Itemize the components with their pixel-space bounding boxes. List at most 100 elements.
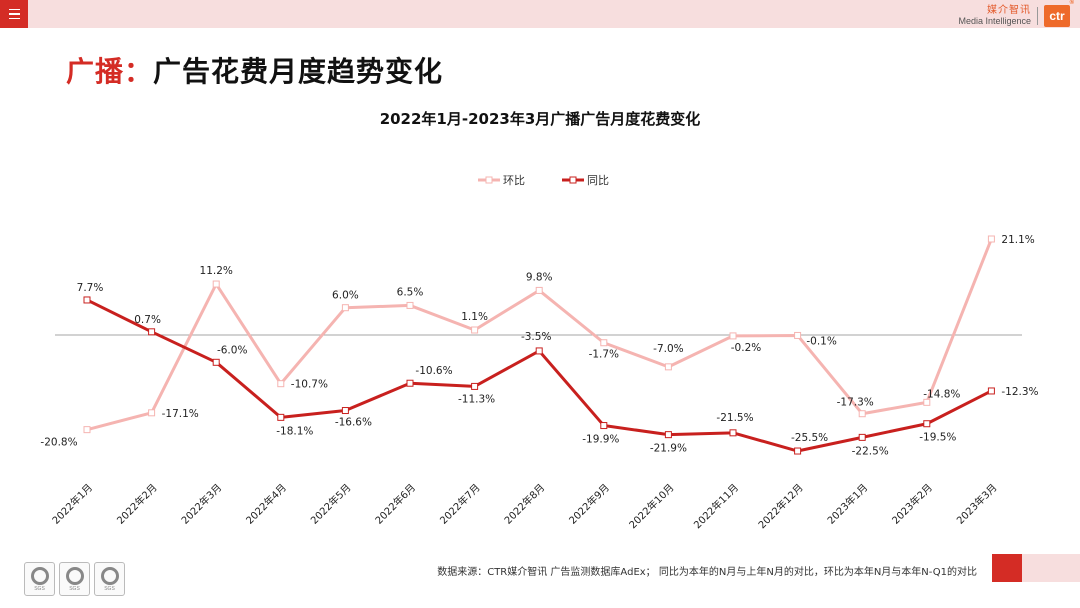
data-label: 11.2% [200,265,233,277]
x-tick-label: 2022年1月 [49,481,95,527]
data-label: 0.7% [134,314,161,326]
legend-marker-0 [485,176,493,184]
x-tick-label: 2022年5月 [308,481,354,527]
data-point [535,286,543,294]
data-label: -18.1% [276,425,313,437]
sgs-seal-icon [100,566,119,585]
chart-title: 2022年1月-2023年3月广播广告月度花费变化 [379,110,701,128]
certification-badges: SGS SGS SGS [24,562,125,596]
sgs-seal-icon [65,566,84,585]
x-tick-label: 2023年3月 [954,481,1000,527]
data-point [471,326,479,334]
data-label: -20.8% [40,437,77,449]
data-point [794,331,802,339]
data-label: -21.5% [716,412,753,424]
x-tick-label: 2023年1月 [824,481,870,527]
data-point [471,382,479,390]
menu-icon[interactable] [0,0,28,28]
data-label: -10.6% [415,365,452,377]
data-point [83,426,91,434]
footer-accent-band [1022,554,1080,582]
brand-divider [1037,7,1038,25]
data-label: -7.0% [653,343,683,355]
x-tick-label: 2022年12月 [755,481,805,531]
data-label: -22.5% [852,445,889,457]
data-label: -11.3% [458,393,495,405]
data-point [987,387,995,395]
data-label: -10.7% [291,379,328,391]
data-point [341,304,349,312]
data-label: 6.0% [332,290,359,302]
data-point [277,380,285,388]
sgs-badge-label: SGS [69,585,80,592]
page-title-main: 广告花费月度趋势变化 [153,55,444,88]
page-title: 广播：广告花费月度趋势变化 [66,50,443,90]
data-point [600,422,608,430]
data-point [858,433,866,441]
x-tick-label: 2023年2月 [889,481,935,527]
footer-accent-square [992,554,1022,582]
data-label: -3.5% [521,331,551,343]
data-point [341,407,349,415]
top-bar: 媒介智讯 Media Intelligence ctr ® [0,0,1080,28]
legend-label-0: 环比 [503,174,525,187]
ctr-logo: ctr ® [1044,0,1074,27]
data-label: -19.5% [919,432,956,444]
data-source-note: 数据来源：CTR媒介智讯 广告监测数据库AdEx； 同比为本年的N月与上年N月的… [437,567,977,578]
data-point [923,420,931,428]
data-label: 6.5% [397,286,424,298]
data-point [794,447,802,455]
data-point [277,413,285,421]
data-label: 1.1% [461,311,488,323]
data-point [664,363,672,371]
legend-marker-1 [569,176,577,184]
data-label: 7.7% [77,282,104,294]
data-label: -14.8% [923,388,960,400]
x-tick-label: 2022年11月 [691,481,741,531]
series-line-tongbi [86,298,993,453]
data-label: -0.2% [731,342,761,354]
x-tick-label: 2022年9月 [566,481,612,527]
x-tick-label: 2022年10月 [626,481,676,531]
data-point [212,358,220,366]
brand-name-cn: 媒介智讯 [987,5,1031,16]
data-point [535,347,543,355]
data-label: -19.9% [582,434,619,446]
sgs-badge-label: SGS [34,585,45,592]
logo-registered-mark: ® [1069,0,1074,6]
logo-text: ctr [1049,9,1065,23]
data-label: -12.3% [1001,386,1038,398]
data-label: -16.6% [335,417,372,429]
data-label: -6.0% [217,344,247,356]
sgs-badge-label: SGS [104,585,115,592]
page-title-accent: 广播： [66,55,154,88]
data-point [729,332,737,340]
data-point [664,431,672,439]
x-tick-label: 2022年8月 [501,481,547,527]
data-point [729,429,737,437]
x-tick-label: 2022年2月 [114,481,160,527]
data-point [406,301,414,309]
data-point [212,280,220,288]
data-label: -17.3% [837,397,874,409]
data-label: -1.7% [589,349,619,361]
brand-name-en: Media Intelligence [958,16,1031,26]
data-label: -0.1% [806,335,836,347]
data-point [600,339,608,347]
data-point [858,410,866,418]
sgs-badge: SGS [94,562,125,596]
data-label: -17.1% [162,408,199,420]
data-label: 21.1% [1001,234,1034,246]
data-point [148,328,156,336]
data-label: -25.5% [791,432,828,444]
sgs-badge: SGS [59,562,90,596]
data-point [406,379,414,387]
legend-label-1: 同比 [587,174,609,187]
data-point [987,235,995,243]
data-label: -21.9% [650,443,687,455]
data-point [923,398,931,406]
x-tick-label: 2022年3月 [178,481,224,527]
data-point [148,409,156,417]
x-tick-label: 2022年6月 [372,481,418,527]
